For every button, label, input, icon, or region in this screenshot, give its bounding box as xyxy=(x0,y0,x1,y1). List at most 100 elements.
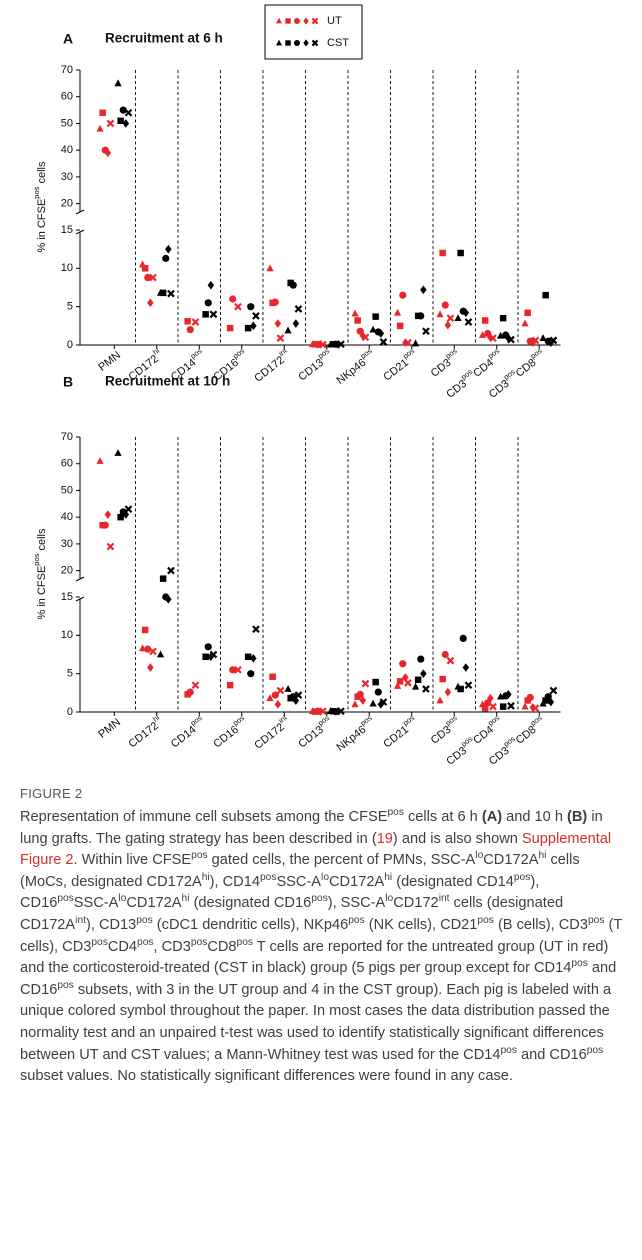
data-point xyxy=(531,704,540,713)
caption-run: cells at 6 h xyxy=(403,809,482,825)
data-point xyxy=(457,685,464,693)
superscript: pos xyxy=(32,186,41,198)
data-point xyxy=(464,681,473,690)
data-point xyxy=(204,299,212,307)
caption-sup: pos xyxy=(259,871,277,883)
data-point xyxy=(294,691,303,699)
caption: FIGURE 2 Representation of immune cell s… xyxy=(20,786,624,1088)
data-point xyxy=(544,693,552,701)
caption-sup: lo xyxy=(118,893,127,905)
caption-run: cells (designated CD172A xyxy=(20,895,564,933)
data-point xyxy=(496,692,505,700)
y-tick-label: 15 xyxy=(61,224,73,236)
data-point xyxy=(269,673,276,680)
data-point xyxy=(354,317,361,324)
legend-label: UT xyxy=(327,15,342,27)
y-tick-label: 70 xyxy=(61,431,73,443)
data-point xyxy=(244,324,252,332)
data-point xyxy=(359,696,367,705)
text-run: CD172 xyxy=(126,720,160,751)
data-point xyxy=(141,626,149,634)
data-point xyxy=(529,703,537,712)
data-point xyxy=(250,654,257,663)
x-tick-label: CD13pos xyxy=(294,713,335,750)
data-point xyxy=(276,686,285,695)
data-point xyxy=(271,298,279,306)
data-point xyxy=(417,655,425,663)
y-axis-label: % in CFSEpos cells xyxy=(32,528,47,619)
data-point xyxy=(441,301,449,309)
data-point xyxy=(294,305,303,313)
y-axis-label: % in CFSEpos cells xyxy=(32,161,47,252)
data-point xyxy=(186,688,194,696)
data-point xyxy=(124,505,133,514)
y-tick-label: 30 xyxy=(61,538,73,550)
caption-run: CD8 xyxy=(207,938,237,955)
legend-marker xyxy=(294,18,300,24)
data-point xyxy=(319,707,327,716)
data-point xyxy=(122,510,130,519)
y-tick-label: 60 xyxy=(61,91,73,103)
data-point xyxy=(422,327,430,336)
data-point xyxy=(549,336,558,345)
caption-run: CD172A xyxy=(329,873,385,890)
figure: A Recruitment at 6 h% in CFSEpos cells203… xyxy=(32,4,561,768)
caption-link[interactable]: 19 xyxy=(376,830,393,847)
caption-sup: pos xyxy=(236,936,254,948)
caption-run: ), CD16 xyxy=(20,873,540,912)
x-tick-label: NKp46pos xyxy=(332,346,378,386)
data-point xyxy=(319,340,327,349)
text-run: cells xyxy=(36,161,48,187)
legend-box xyxy=(264,4,363,60)
data-point xyxy=(478,331,487,338)
caption-sup: pos xyxy=(586,1044,604,1056)
data-point xyxy=(369,699,377,707)
data-point xyxy=(252,312,260,320)
data-point xyxy=(411,682,420,690)
caption-run: CD172 xyxy=(393,895,439,912)
data-point xyxy=(104,510,112,519)
data-point xyxy=(104,148,112,158)
y-tick-label: 50 xyxy=(61,117,73,129)
caption-run: and 10 h xyxy=(502,809,568,825)
data-point xyxy=(462,308,470,318)
caption-sup: int xyxy=(438,893,450,905)
y-tick-label: 40 xyxy=(61,511,73,523)
data-point xyxy=(119,106,127,114)
data-point xyxy=(156,650,165,658)
data-point xyxy=(526,693,534,702)
panel-label: B xyxy=(63,374,73,390)
caption-sup: hi xyxy=(538,850,547,862)
data-point xyxy=(165,594,172,604)
caption-bold: (B) xyxy=(567,809,588,825)
data-point xyxy=(274,700,282,709)
caption-sup: hi xyxy=(384,871,393,883)
legend-marker xyxy=(294,40,300,46)
data-point xyxy=(379,338,388,346)
text-run: PMN xyxy=(96,716,123,741)
superscript: pos xyxy=(32,553,41,565)
caption-run: gated cells, the percent of PMNs, SSC-A xyxy=(207,852,476,869)
data-point xyxy=(499,703,507,710)
caption-sup: pos xyxy=(137,936,154,948)
caption-sup: pos xyxy=(587,915,605,927)
data-point xyxy=(439,675,446,683)
data-point xyxy=(372,678,379,686)
x-tick-label: PMN xyxy=(96,716,123,741)
y-tick-label: 70 xyxy=(61,64,73,76)
data-point xyxy=(521,319,529,327)
x-tick-label: CD3pos xyxy=(427,713,464,746)
text-run: CD172 xyxy=(252,354,286,385)
data-point xyxy=(147,663,154,672)
x-tick-label: CD172int xyxy=(250,713,293,752)
data-point xyxy=(234,302,242,311)
caption-sup: pos xyxy=(311,893,328,905)
data-point xyxy=(147,298,154,308)
legend-marker xyxy=(303,39,309,47)
data-point xyxy=(351,309,359,317)
data-point xyxy=(292,696,300,705)
caption-link[interactable]: Supplemental Figure 2 xyxy=(20,830,612,869)
caption-run: . Within live CFSE xyxy=(73,852,192,869)
data-point xyxy=(542,697,549,704)
caption-run: (designated CD14 xyxy=(392,873,514,890)
